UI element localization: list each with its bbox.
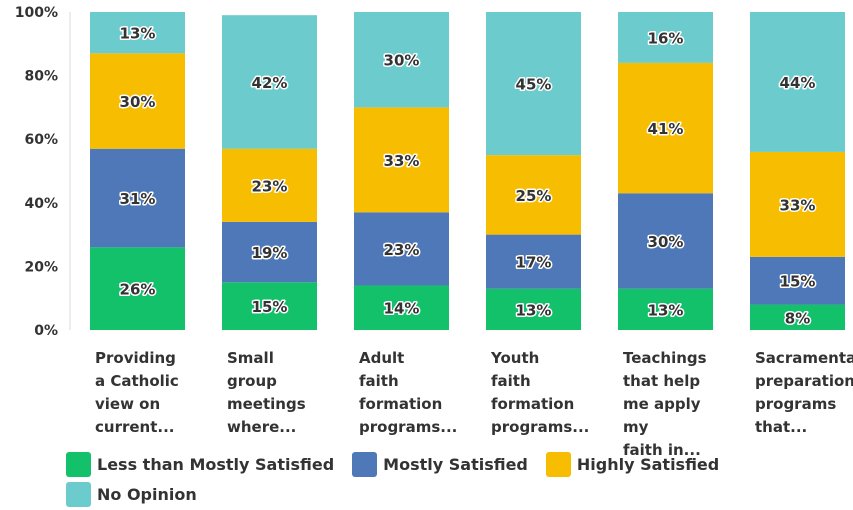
bar-segment <box>486 155 581 235</box>
data-label: 23% <box>252 177 288 195</box>
y-tick-label: 40% <box>24 196 58 212</box>
data-label: 44% <box>780 74 816 92</box>
data-label: 42% <box>252 74 288 92</box>
legend-item: Highly Satisfied <box>545 452 720 477</box>
y-tick-label: 80% <box>24 69 58 85</box>
bar-segment <box>222 148 317 222</box>
y-tick-label: 60% <box>24 132 58 148</box>
bar-segment <box>750 151 845 257</box>
data-label: 14% <box>384 300 420 318</box>
bar-segment <box>354 212 449 286</box>
data-label: 25% <box>516 187 552 205</box>
legend-item: Less than Mostly Satisfied <box>66 452 334 477</box>
data-label: 19% <box>252 244 288 262</box>
data-label: 45% <box>516 76 552 94</box>
legend: Less than Mostly Satisfied Mostly Satisfi… <box>66 452 826 507</box>
legend-label: No Opinion <box>97 485 197 504</box>
bar-segment <box>486 288 581 330</box>
y-tick-label: 100% <box>15 5 58 21</box>
data-label: 16% <box>648 29 684 47</box>
bar-segment <box>618 193 713 289</box>
bar-segment <box>750 256 845 305</box>
bar-segment <box>90 12 185 54</box>
data-label: 26% <box>120 281 156 299</box>
data-label: 17% <box>516 254 552 272</box>
category-label: Youth faith formation programs... <box>491 349 590 436</box>
y-tick-label: 0% <box>34 323 58 339</box>
data-label: 30% <box>120 93 156 111</box>
data-label: 33% <box>780 196 816 214</box>
y-tick-label: 20% <box>24 259 58 275</box>
legend-item: Mostly Satisfied <box>352 452 528 477</box>
legend-swatch <box>545 452 571 477</box>
bar-segment <box>354 12 449 108</box>
bar-segment <box>618 62 713 194</box>
category-label: Teachings that help me apply my faith in… <box>623 349 707 459</box>
data-label: 41% <box>648 120 684 138</box>
bar-segment <box>486 12 581 156</box>
data-label: 31% <box>120 190 156 208</box>
bar-segment <box>618 12 713 63</box>
legend-swatch <box>66 452 91 477</box>
legend-swatch <box>352 452 378 477</box>
bar-segment <box>90 247 185 330</box>
bar-segment <box>90 53 185 149</box>
bar-segment <box>618 288 713 330</box>
data-label: 30% <box>648 233 684 251</box>
data-label: 23% <box>384 241 420 259</box>
data-label: 13% <box>516 301 552 319</box>
data-label: 33% <box>384 152 420 170</box>
bar-segment <box>90 148 185 248</box>
bar-segment <box>354 285 449 330</box>
bar-segment <box>354 107 449 213</box>
bar-segment <box>222 221 317 283</box>
category-label: Sacramental preparation programs that... <box>755 349 853 436</box>
bar-segment <box>486 234 581 289</box>
category-label: Providing a Catholic view on current... <box>95 349 179 436</box>
data-label: 30% <box>384 52 420 70</box>
legend-item: No Opinion <box>66 482 197 507</box>
data-label: 13% <box>648 301 684 319</box>
legend-swatch <box>66 482 91 507</box>
category-label: Adult faith formation programs... <box>359 349 458 436</box>
bar-segment <box>750 304 845 330</box>
category-label: Small group meetings where... <box>227 349 306 436</box>
bar-segment <box>222 282 317 330</box>
legend-label: Mostly Satisfied <box>383 455 528 474</box>
data-label: 15% <box>780 273 816 291</box>
legend-label: Highly Satisfied <box>576 455 720 474</box>
bar-segment <box>222 15 317 149</box>
data-label: 15% <box>252 298 288 316</box>
legend-label: Less than Mostly Satisfied <box>97 455 335 474</box>
data-label: 8% <box>785 309 810 327</box>
stacked-bar-chart: 0% 20% 40% 60% 80% 100% 26% 31% 30% 13% 15% 19% 23% 4… <box>15 5 845 339</box>
bar-segment <box>750 12 845 152</box>
data-label: 13% <box>120 25 156 43</box>
